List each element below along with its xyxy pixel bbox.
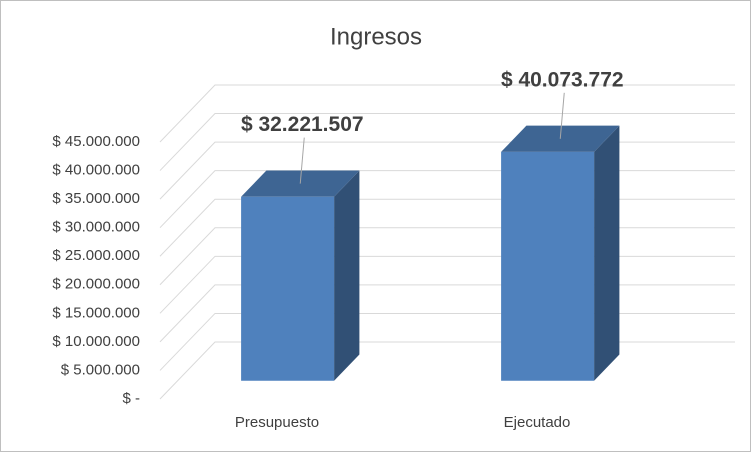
y-tick-label: $ 45.000.000 (52, 133, 140, 150)
x-tick-label: Ejecutado (504, 414, 571, 431)
grid-line (159, 84, 735, 143)
bar (241, 196, 335, 381)
grid-line (159, 113, 735, 171)
leader-line (299, 137, 305, 184)
y-tick-label: $ 15.000.000 (52, 304, 140, 321)
y-tick-label: $ 35.000.000 (52, 190, 140, 207)
y-tick-label: $ 20.000.000 (52, 276, 140, 293)
chart-title: Ingresos (330, 23, 422, 50)
x-tick-label: Presupuesto (235, 414, 319, 431)
bar-side (334, 170, 360, 381)
value-label: $ 32.221.507 (241, 113, 364, 136)
value-label: $ 40.073.772 (501, 68, 624, 91)
y-tick-label: $ - (122, 390, 140, 407)
bar-side (594, 125, 620, 381)
y-tick-label: $ 30.000.000 (52, 219, 140, 236)
y-tick-label: $ 5.000.000 (61, 361, 140, 378)
leader-line (559, 92, 565, 139)
bar (501, 151, 595, 381)
y-tick-label: $ 10.000.000 (52, 333, 140, 350)
y-tick-label: $ 40.000.000 (52, 162, 140, 179)
y-tick-label: $ 25.000.000 (52, 247, 140, 264)
